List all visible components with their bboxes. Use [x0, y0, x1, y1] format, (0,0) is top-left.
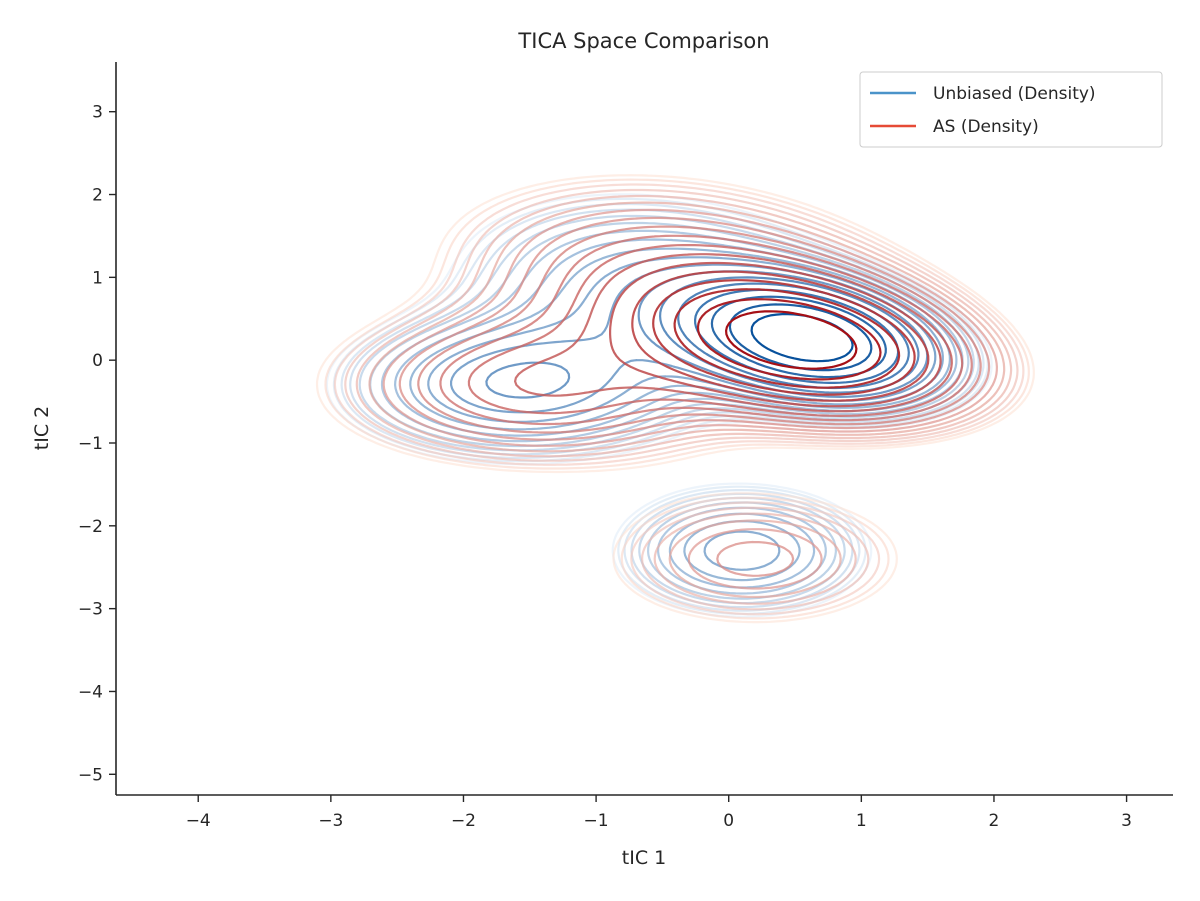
legend-label-as: AS (Density)	[933, 117, 1039, 137]
x-tick-label: −4	[186, 811, 211, 831]
y-tick-label: 2	[92, 186, 103, 206]
contour-level	[514, 253, 953, 413]
x-tick-label: −2	[451, 811, 476, 831]
x-axis-label: tIC 1	[622, 847, 666, 869]
contour-area	[315, 174, 1035, 624]
contour-level	[439, 234, 973, 426]
x-ticks: −4 −3 −2 −1 0 1 2 3	[186, 795, 1132, 831]
x-tick-label: 2	[989, 811, 1000, 831]
x-tick-label: 0	[723, 811, 734, 831]
contour-series-1	[315, 174, 1035, 624]
y-tick-label: 3	[92, 103, 103, 123]
contour-level	[398, 216, 991, 577]
contour-level	[696, 298, 882, 381]
contour-level	[609, 261, 942, 408]
y-axis-label: tIC 2	[31, 406, 53, 450]
y-tick-label: −1	[78, 434, 103, 454]
y-tick-label: 1	[92, 268, 103, 288]
y-tick-label: −4	[78, 682, 103, 702]
contour-level	[467, 244, 964, 417]
legend: Unbiased (Density) AS (Density)	[859, 71, 1163, 148]
legend-box	[859, 71, 1163, 148]
x-tick-label: −3	[318, 811, 343, 831]
contour-level	[382, 208, 998, 590]
contour-level	[355, 194, 1013, 605]
y-tick-label: 0	[92, 351, 103, 371]
contour-level	[315, 174, 1035, 624]
contour-level	[324, 178, 1030, 620]
contour-level	[652, 279, 916, 396]
contour-level	[725, 310, 858, 370]
y-tick-label: −2	[78, 517, 103, 537]
contour-level	[710, 295, 887, 379]
x-tick-label: 3	[1121, 811, 1132, 831]
y-tick-label: −5	[78, 765, 103, 785]
contour-level	[333, 183, 1025, 616]
contour-level	[631, 270, 930, 402]
y-tick-label: −3	[78, 600, 103, 620]
contour-level	[344, 188, 1019, 611]
contour-level	[417, 225, 982, 434]
x-tick-label: 1	[856, 811, 867, 831]
legend-label-unbiased: Unbiased (Density)	[933, 84, 1096, 104]
x-tick-label: −1	[584, 811, 609, 831]
contour-level	[750, 313, 854, 363]
chart-title: TICA Space Comparison	[517, 29, 769, 53]
contour-level	[673, 288, 901, 389]
contour-level	[368, 201, 1006, 599]
y-ticks: −5 −4 −3 −2 −1 0 1 2 3	[78, 103, 116, 785]
